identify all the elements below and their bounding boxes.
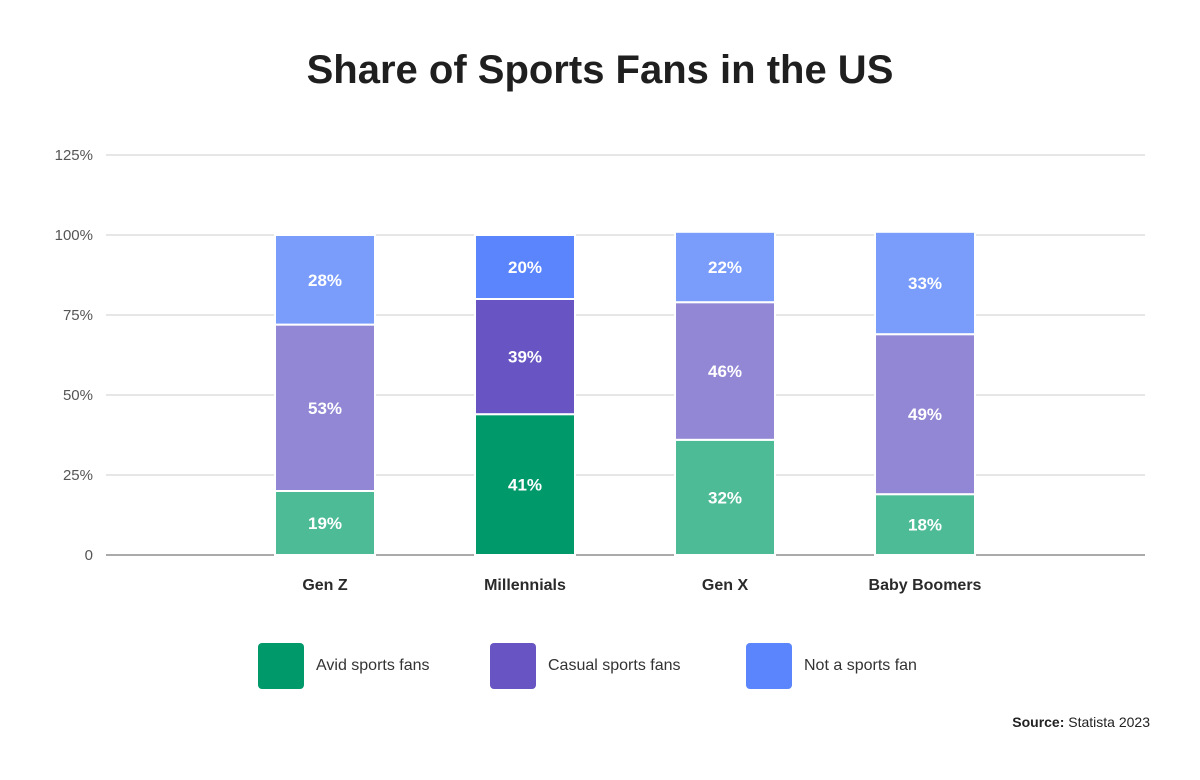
data-label: 32% [708,488,742,507]
y-tick-label: 0 [85,547,93,564]
legend: Avid sports fans Casual sports fans Not … [0,643,1200,691]
y-tick-label: 25% [63,467,93,484]
legend-label-not-fan: Not a sports fan [804,657,917,674]
legend-item-avid: Avid sports fans [258,643,430,689]
legend-item-casual: Casual sports fans [490,643,681,689]
bar-segment [474,413,576,557]
legend-swatch-avid [258,643,304,689]
source-text: Statista 2023 [1064,714,1150,730]
data-label: 19% [308,514,342,533]
bar-segment [874,493,976,557]
data-label: 33% [908,274,942,293]
data-label: 46% [708,362,742,381]
y-tick-label: 100% [55,227,93,244]
data-label: 39% [508,348,542,367]
x-category-label: Gen Z [302,577,348,594]
data-label: 41% [508,476,542,495]
y-tick-label: 50% [63,387,93,404]
bar-segment [274,323,376,492]
stacked-bar-chart: 0 25% 50% 75% 100% 125% 19% 53% 28% Gen Z 41% 39% 20… [55,147,1145,594]
legend-swatch-casual [490,643,536,689]
x-category-label: Gen X [702,577,749,594]
legend-item-not-fan: Not a sports fan [746,643,917,689]
x-category-label: Millennials [484,577,566,594]
y-tick-label: 125% [55,147,93,164]
bar-segment [674,301,776,441]
data-label: 53% [308,399,342,418]
x-category-label: Baby Boomers [869,577,982,594]
bar-segment [274,234,376,326]
source-note: Source: Statista 2023 [1012,714,1150,730]
data-label: 49% [908,405,942,424]
bar-segment [874,230,976,336]
data-label: 28% [308,271,342,290]
data-label: 18% [908,516,942,535]
chart-title: Share of Sports Fans in the US [306,48,894,92]
y-tick-label: 75% [63,307,93,324]
data-label: 22% [708,258,742,277]
legend-label-avid: Avid sports fans [316,657,430,674]
bar-segment [674,230,776,304]
legend-label-casual: Casual sports fans [548,657,681,674]
legend-swatch-not-fan [746,643,792,689]
source-prefix: Source: [1012,714,1065,730]
data-label: 20% [508,258,542,277]
bar-segment [474,234,576,300]
